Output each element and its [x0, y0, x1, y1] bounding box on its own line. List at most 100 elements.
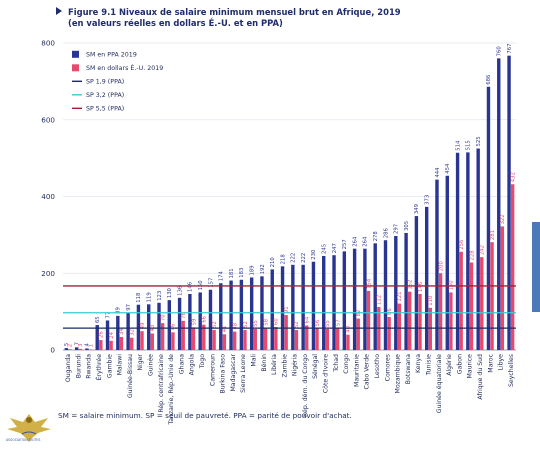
data-label-ppa: 444: [435, 167, 441, 178]
data-label-usd: 150: [449, 280, 455, 291]
category-label: Sénégal: [311, 354, 319, 379]
data-label-usd: 24: [109, 331, 115, 338]
category-label: Niger: [137, 354, 144, 371]
figure-title: Figure 9.1 Niveaux de salaire minimum me…: [56, 7, 401, 18]
bar-usd: [274, 326, 278, 350]
bar-usd: [263, 327, 268, 350]
bar-usd: [469, 262, 474, 350]
data-label-ppa: 305: [404, 221, 410, 231]
side-tab[interactable]: [532, 222, 540, 312]
bar-ppa: [157, 302, 161, 350]
category-label: Congo: [343, 354, 350, 374]
bar-ppa: [105, 320, 110, 350]
bar-ppa: [167, 300, 172, 350]
data-label-ppa: 222: [301, 253, 307, 263]
bar-ppa: [239, 279, 244, 350]
category-label: Zambie: [281, 354, 288, 378]
category-label: Mozambique: [395, 354, 402, 394]
bar-usd: [130, 337, 134, 350]
bar-usd: [325, 328, 330, 350]
data-label-ppa: 130: [167, 287, 173, 298]
data-label-usd: 110: [428, 295, 434, 306]
data-label-usd: 76: [181, 311, 187, 318]
bar-usd: [480, 257, 484, 350]
data-label-usd: 3: [78, 343, 84, 346]
category-label: Nigéria: [291, 354, 299, 376]
bar-usd: [222, 334, 227, 350]
bar-ppa: [466, 152, 470, 350]
data-label-ppa: 192: [260, 264, 266, 274]
category-label: Madagascar: [230, 354, 237, 392]
bar-usd: [181, 320, 185, 350]
bar-usd: [438, 273, 443, 350]
category-label: Cameroun: [209, 354, 216, 386]
category-label: Sierra Leone: [240, 354, 247, 393]
y-tick-label: 200: [41, 269, 55, 278]
data-label-usd: 52: [212, 321, 218, 328]
bar-ppa: [404, 232, 408, 350]
y-tick-label: 600: [41, 115, 55, 124]
data-label-ppa: 297: [394, 224, 400, 234]
bar-usd: [418, 293, 422, 350]
category-label: Guinée-Bissau: [126, 354, 134, 398]
category-label: Seychelles: [508, 354, 515, 387]
data-label-usd: 256: [459, 239, 465, 250]
bar-ppa: [424, 206, 429, 350]
data-label-usd: 242: [480, 245, 486, 255]
bar-usd: [315, 328, 319, 350]
bar-ppa: [394, 236, 398, 350]
data-label-ppa: 686: [486, 74, 492, 85]
data-label-usd: 146: [418, 281, 424, 292]
bar-ppa: [198, 292, 202, 350]
bar-usd: [78, 348, 82, 350]
category-label: Ouganda: [65, 354, 72, 382]
figure-title-text: Figure 9.1 Niveaux de salaire minimum me…: [68, 7, 401, 17]
category-label: Gambie: [106, 354, 113, 378]
data-label-ppa: 65: [95, 316, 101, 323]
bar-ppa: [301, 264, 305, 350]
data-label-usd: 52: [243, 321, 249, 328]
bar-ppa: [445, 175, 449, 350]
data-label-usd: 32: [130, 329, 136, 336]
data-label-ppa: 349: [414, 204, 420, 214]
data-label-usd: 1: [88, 344, 94, 347]
category-label: Lesotho: [374, 354, 381, 379]
data-label-usd: 52: [294, 321, 300, 328]
bar-ppa: [311, 261, 316, 350]
bar-usd: [407, 291, 412, 350]
data-label-ppa: 157: [208, 278, 214, 288]
bar-usd: [119, 336, 124, 350]
bar-usd: [171, 332, 175, 350]
category-label: Maroc: [487, 353, 494, 372]
bar-usd: [490, 242, 494, 350]
category-label: Tunisie: [425, 354, 432, 376]
data-label-ppa: 210: [270, 257, 276, 268]
data-label-usd: 56: [315, 319, 321, 326]
bar-usd: [99, 340, 103, 350]
bar-usd: [397, 303, 402, 350]
bar-usd: [305, 325, 309, 350]
data-label-ppa: 119: [147, 292, 153, 302]
bar-usd: [150, 333, 155, 350]
category-label: Burundi: [75, 354, 82, 378]
data-label-usd: 40: [346, 325, 352, 332]
data-label-ppa: 222: [291, 253, 297, 263]
data-label-usd: 59: [191, 319, 197, 326]
data-label-usd: 2: [68, 344, 74, 347]
category-label: Gabon: [456, 354, 463, 374]
y-tick-label: 400: [41, 192, 55, 201]
data-label-ppa: 247: [332, 243, 338, 253]
bar-ppa: [64, 348, 69, 350]
data-label-ppa: 218: [280, 254, 286, 265]
bar-ppa: [208, 289, 213, 350]
category-label: Bénin: [260, 354, 268, 372]
data-label-ppa: 525: [476, 136, 482, 146]
data-label-ppa: 767: [507, 44, 513, 54]
category-label: Comores: [384, 354, 391, 381]
category-label: Libéria: [270, 354, 278, 375]
bar-usd: [356, 318, 360, 350]
category-label: Maurice: [467, 354, 474, 379]
category-label: Érythrée: [94, 354, 103, 381]
data-label-ppa: 5: [64, 343, 70, 346]
data-label-ppa: 77: [105, 312, 111, 319]
